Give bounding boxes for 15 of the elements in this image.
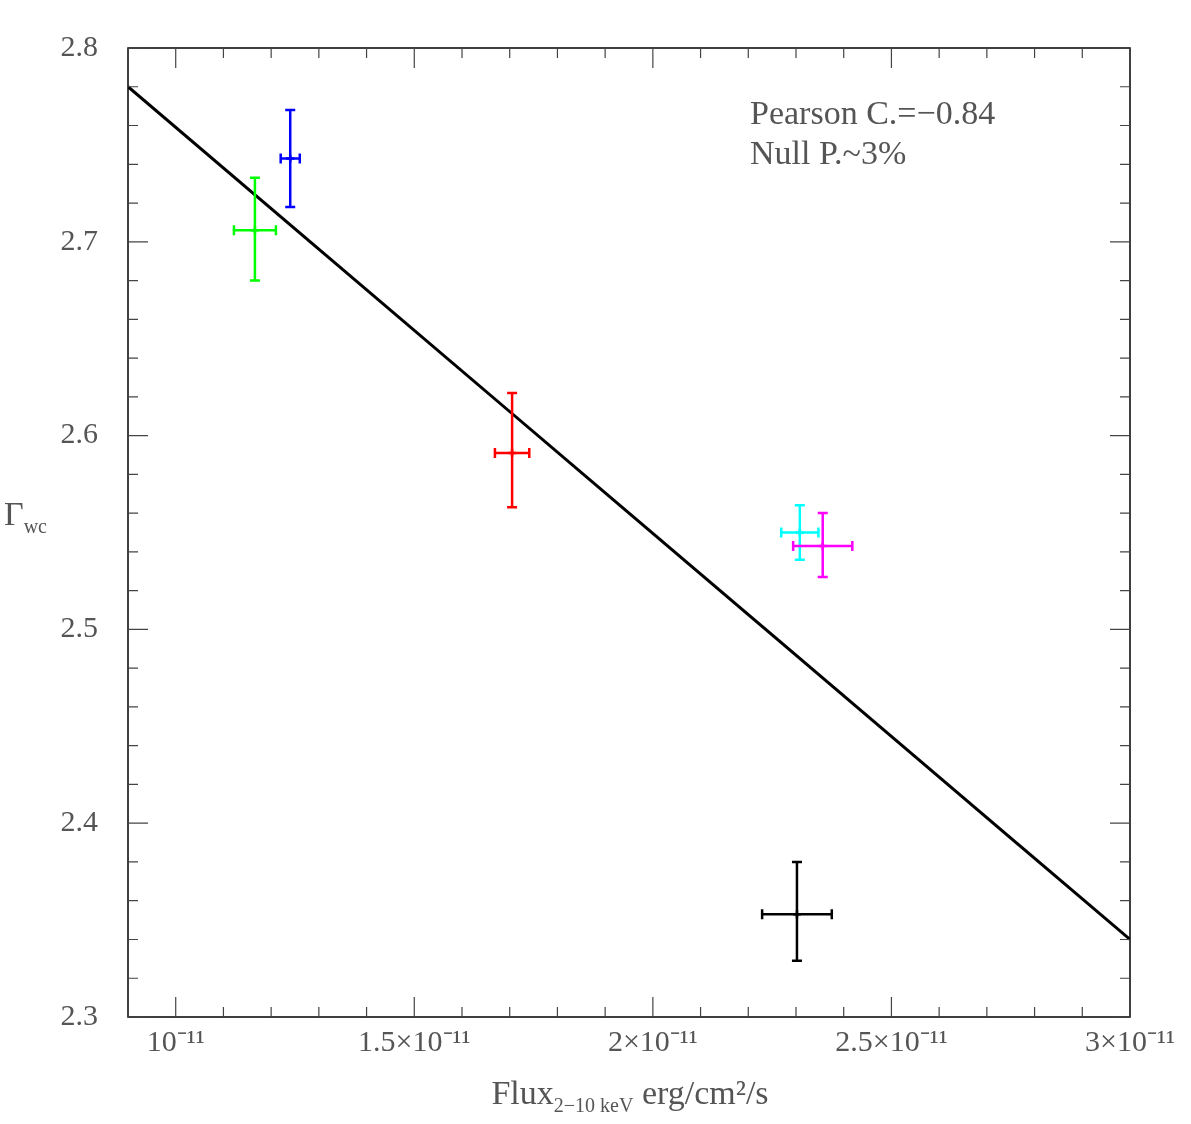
x-tick-label: 2×10⁻¹¹ xyxy=(607,1023,698,1057)
x-axis-title: Flux$_{2−10 keV}$ erg/cm²/s xyxy=(490,1074,770,1117)
annotation: Pearson C.=−0.84 xyxy=(750,93,996,131)
y-tick-label: 2.6 xyxy=(60,416,98,450)
x-tick-label: 1.5×10⁻¹¹ xyxy=(358,1023,471,1057)
x-tick-label: 3×10⁻¹¹ xyxy=(1085,1023,1175,1057)
y-axis-title: Γ$_{wc}$ xyxy=(4,495,47,538)
y-tick-label: 2.5 xyxy=(60,610,98,644)
x-tick-label: 10⁻¹¹ xyxy=(146,1023,205,1057)
x-tick-label: 2.5×10⁻¹¹ xyxy=(835,1023,948,1057)
y-tick-label: 2.7 xyxy=(60,222,98,256)
y-tick-label: 2.3 xyxy=(60,997,98,1031)
y-tick-label: 2.4 xyxy=(60,804,98,838)
y-tick-label: 2.8 xyxy=(60,28,98,62)
annotation: Null P.~3% xyxy=(750,133,907,171)
